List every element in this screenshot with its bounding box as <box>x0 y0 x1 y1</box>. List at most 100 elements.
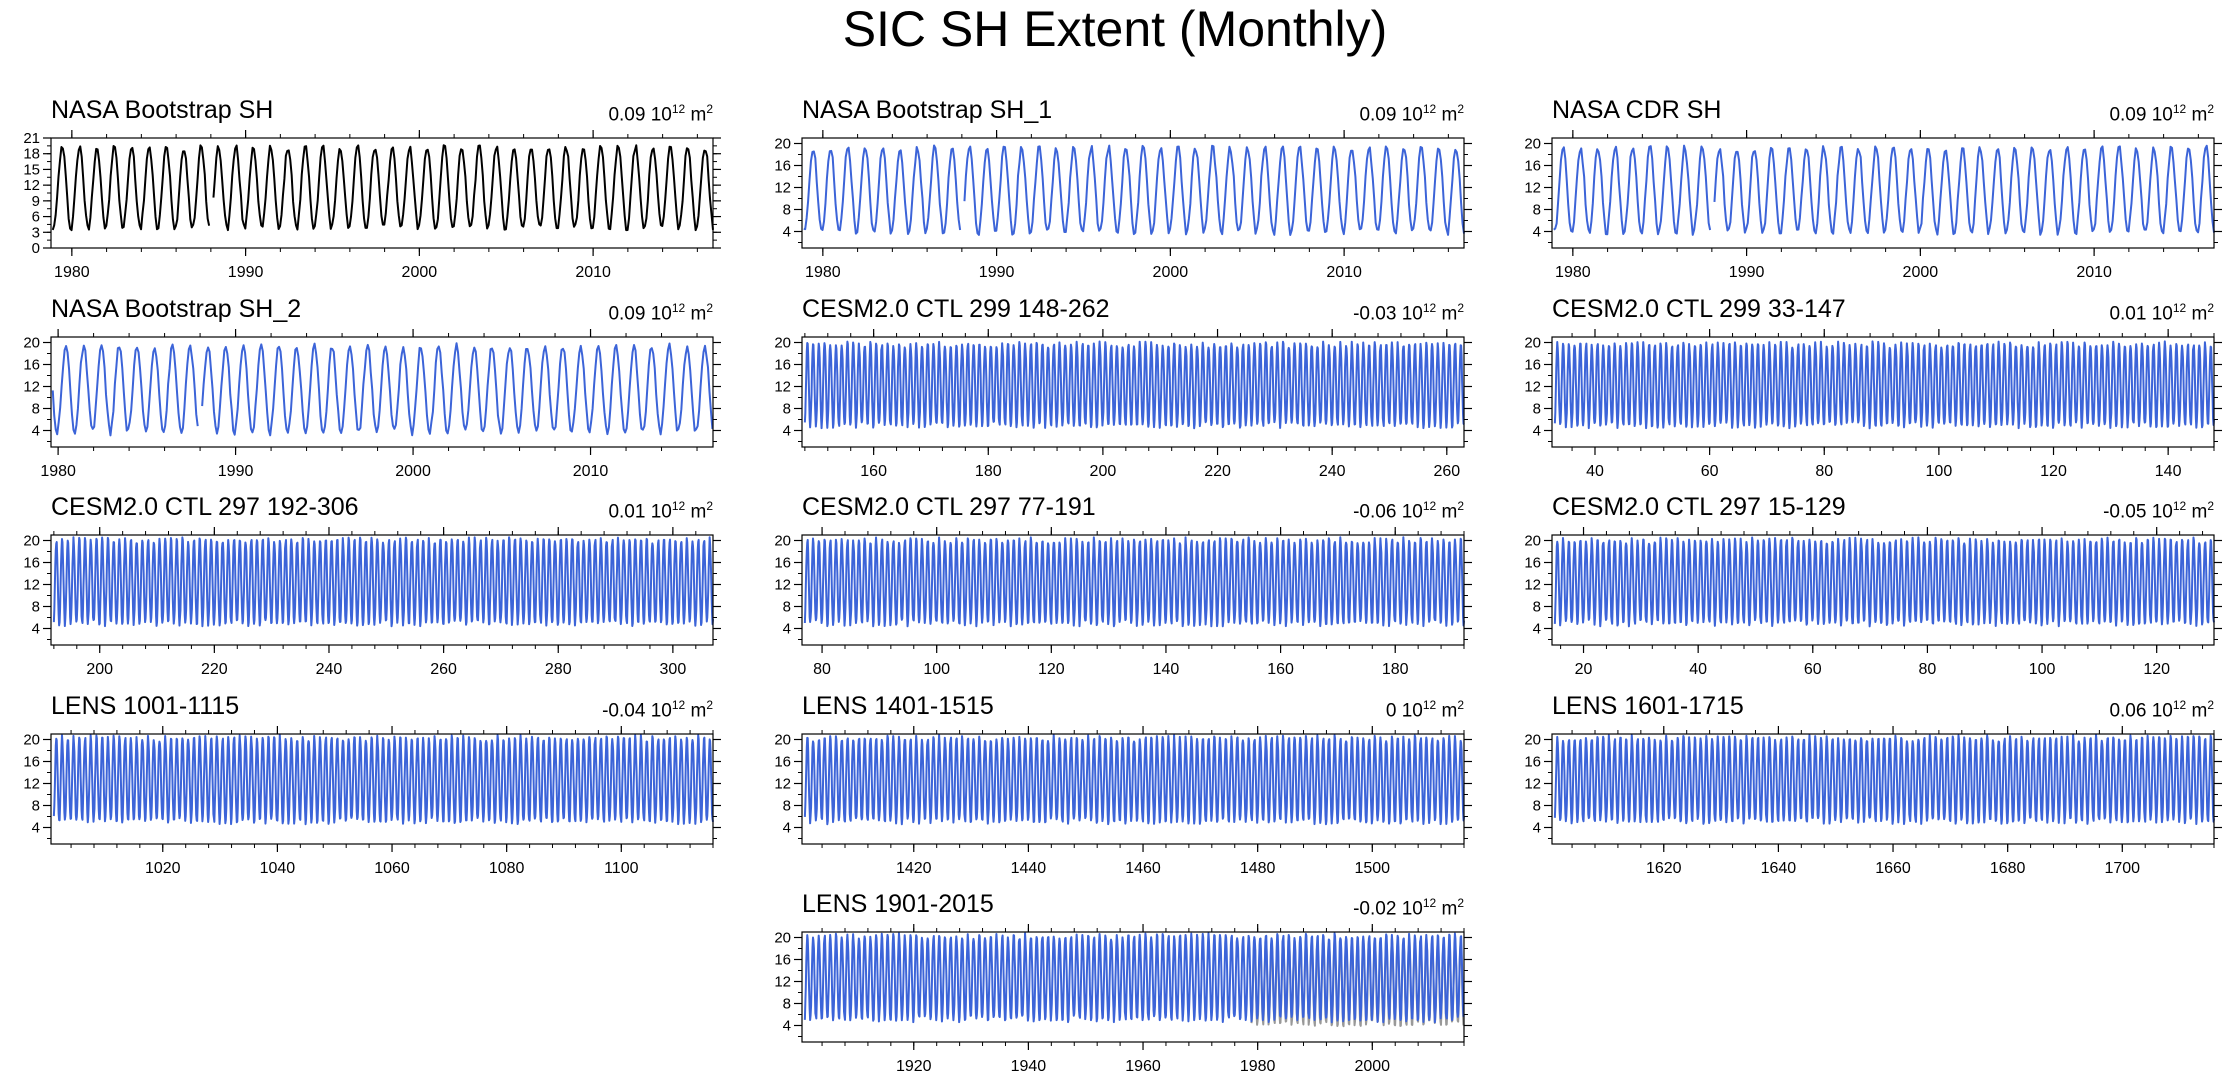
y-tick-label: 4 <box>1533 820 1541 837</box>
trend-unit-sup: 2 <box>1457 896 1464 910</box>
trend-unit-base: 10 <box>1401 104 1423 126</box>
x-tick-label: 1080 <box>489 860 525 877</box>
panel-trend-label: 0.09 1012 m2 <box>608 102 713 126</box>
trend-unit-sup: 2 <box>1457 499 1464 513</box>
trend-value: -0.02 <box>1353 898 1397 920</box>
y-tick-label: 4 <box>1533 224 1541 241</box>
y-tick-label: 8 <box>783 798 791 815</box>
plot-frame <box>50 336 714 448</box>
trend-value: 0.09 <box>608 303 646 325</box>
y-tick-label: 6 <box>32 209 40 226</box>
y-tick-label: 16 <box>1524 357 1541 374</box>
x-tick-label: 1020 <box>145 860 181 877</box>
y-tick-label: 20 <box>1524 136 1541 153</box>
panel-trend-label: 0 1012 m2 <box>1386 698 1464 722</box>
x-tick-label: 1980 <box>40 463 76 480</box>
trend-value: 0 <box>1385 700 1397 722</box>
y-tick-label: 8 <box>32 401 40 418</box>
trend-unit-exponent: 12 <box>1422 301 1437 315</box>
x-tick-label: 1060 <box>374 860 410 877</box>
trend-value: 0.09 <box>1359 104 1397 126</box>
y-tick-label: 12 <box>23 177 40 194</box>
x-tick-label: 2000 <box>1354 1058 1390 1075</box>
x-tick-label: 1680 <box>1990 860 2026 877</box>
y-tick-label: 12 <box>23 776 40 793</box>
y-tick-label: 8 <box>32 798 40 815</box>
y-tick-label: 8 <box>783 996 791 1013</box>
plot-frame <box>1551 534 2215 646</box>
x-tick-label: 300 <box>660 661 687 678</box>
line-chart: 80 100 120 140 160 180 4 8 12 16 20 <box>774 527 1472 678</box>
trend-unit-base: 10 <box>2151 700 2173 722</box>
x-tick-label: 1960 <box>1125 1058 1161 1075</box>
plot-frame <box>801 534 1465 646</box>
series-line <box>52 734 714 826</box>
trend-unit-suffix: m <box>1436 303 1458 325</box>
line-chart: 1980 1990 2000 2010 4 8 12 16 20 <box>1524 130 2222 281</box>
trend-value: 0.09 <box>2109 104 2147 126</box>
trend-unit-suffix: m <box>2186 700 2208 722</box>
y-tick-label: 4 <box>32 423 40 440</box>
y-tick-label: 8 <box>1533 202 1541 219</box>
y-tick-label: 16 <box>1524 754 1541 771</box>
x-tick-label: 2010 <box>2076 264 2112 281</box>
panel-trend-label: 0.06 1012 m2 <box>2109 698 2214 722</box>
x-tick-label: 1980 <box>54 264 90 281</box>
y-tick-label: 0 <box>32 240 40 257</box>
trend-unit-suffix: m <box>2186 303 2208 325</box>
plot-frame <box>801 137 1465 249</box>
trend-unit-suffix: m <box>2186 501 2208 523</box>
y-tick-label: 16 <box>23 754 40 771</box>
trend-value: 0.01 <box>608 501 646 523</box>
series-line <box>803 932 1465 1024</box>
panel-title: NASA Bootstrap SH <box>51 96 274 124</box>
y-tick-label: 16 <box>23 555 40 572</box>
y-tick-label: 12 <box>1524 577 1541 594</box>
y-tick-label: 4 <box>783 621 791 638</box>
x-tick-label: 240 <box>316 661 343 678</box>
trend-unit-base: 10 <box>650 501 672 523</box>
y-tick-label: 8 <box>783 401 791 418</box>
y-tick-label: 12 <box>774 379 791 396</box>
y-tick-label: 15 <box>23 161 40 178</box>
series-line <box>803 734 1465 826</box>
trend-value: 0.09 <box>608 104 646 126</box>
line-chart: 1980 1990 2000 2010 4 8 12 16 20 <box>774 130 1472 281</box>
y-tick-label: 16 <box>774 357 791 374</box>
x-tick-label: 260 <box>430 661 457 678</box>
x-tick-label: 100 <box>923 661 950 678</box>
series-line <box>1553 734 2215 826</box>
panel-title: LENS 1901-2015 <box>802 890 994 918</box>
y-tick-label: 12 <box>774 577 791 594</box>
plot-frame <box>1551 137 2215 249</box>
y-tick-label: 12 <box>23 379 40 396</box>
trend-unit-sup: 2 <box>706 301 713 315</box>
plot-frame <box>1551 336 2215 448</box>
trend-unit-sup: 2 <box>1457 102 1464 116</box>
panel-trend-label: -0.03 1012 m2 <box>1353 301 1464 325</box>
x-tick-label: 100 <box>2029 661 2056 678</box>
y-tick-label: 20 <box>1524 335 1541 352</box>
line-chart: 20 40 60 80 100 120 4 8 12 16 20 <box>1524 527 2222 678</box>
trend-unit-suffix: m <box>685 700 707 722</box>
y-tick-label: 21 <box>23 130 40 147</box>
plot-frame <box>801 931 1465 1043</box>
trend-unit-base: 10 <box>650 700 672 722</box>
trend-unit-exponent: 12 <box>2172 499 2187 513</box>
trend-value: -0.06 <box>1353 501 1397 523</box>
trend-unit-exponent: 12 <box>671 499 686 513</box>
y-tick-label: 4 <box>1533 423 1541 440</box>
x-tick-label: 1700 <box>2104 860 2140 877</box>
trend-unit-base: 10 <box>650 303 672 325</box>
y-tick-label: 20 <box>23 732 40 749</box>
line-chart: 200 220 240 260 280 300 4 8 12 16 20 <box>23 527 721 678</box>
y-tick-label: 12 <box>774 974 791 991</box>
trend-unit-suffix: m <box>1436 898 1458 920</box>
panel-title: NASA Bootstrap SH_1 <box>802 96 1053 124</box>
plot-frame <box>801 733 1465 845</box>
y-tick-label: 12 <box>1524 379 1541 396</box>
panel-title: LENS 1001-1115 <box>51 692 240 720</box>
trend-unit-sup: 2 <box>1457 301 1464 315</box>
trend-unit-base: 10 <box>1401 898 1423 920</box>
